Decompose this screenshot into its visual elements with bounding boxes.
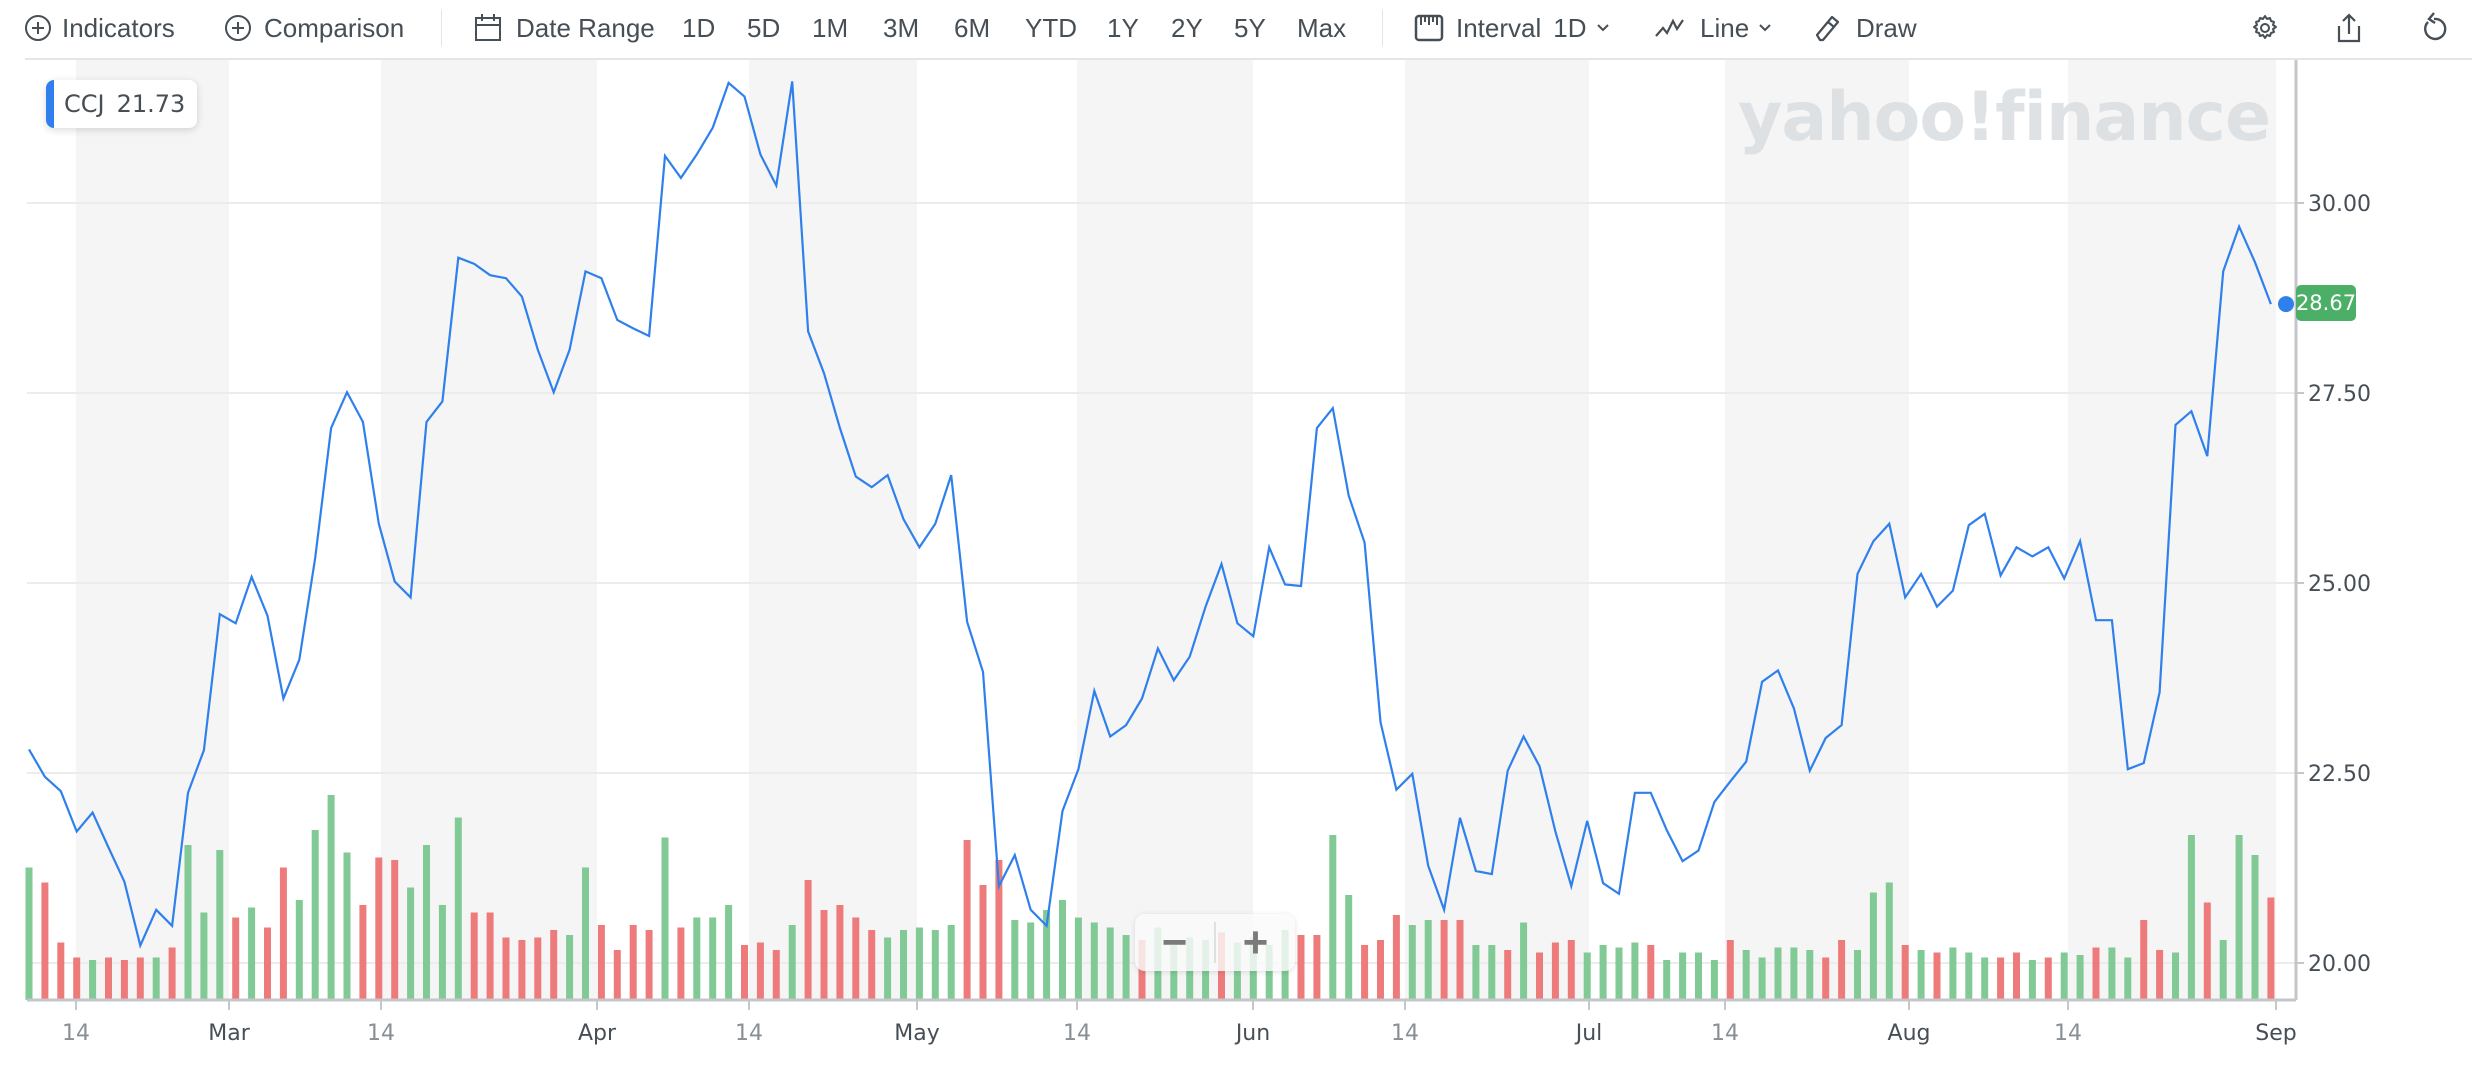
- indicators-button[interactable]: Indicators: [24, 0, 175, 56]
- svg-text:14: 14: [367, 1021, 395, 1046]
- range-5y[interactable]: 5Y: [1234, 12, 1266, 43]
- gear-icon: [2253, 15, 2277, 39]
- interval-label: Interval: [1456, 12, 1542, 43]
- zoom-out-button[interactable]: −: [1161, 917, 1188, 967]
- range-6m[interactable]: 6M: [954, 12, 991, 43]
- pencil-icon: [1815, 15, 1840, 42]
- comparison-label: Comparison: [264, 12, 405, 43]
- price-line: [28, 81, 2272, 949]
- range-5d[interactable]: 5D: [747, 12, 781, 43]
- share-button[interactable]: [2336, 0, 2362, 56]
- yahoo-finance-watermark: yahoo!finance: [1738, 78, 2271, 157]
- range-1m[interactable]: 1M: [812, 12, 849, 43]
- svg-text:14: 14: [1063, 1021, 1091, 1046]
- plus-circle-icon: [25, 15, 51, 41]
- chart-type-label: Line: [1700, 12, 1750, 43]
- svg-text:14: 14: [1711, 1021, 1739, 1046]
- last-price-dot: [2278, 296, 2294, 313]
- range-3m[interactable]: 3M: [883, 12, 920, 43]
- svg-text:Jun: Jun: [1234, 1021, 1270, 1046]
- series-legend[interactable]: CCJ 21.73: [46, 80, 198, 128]
- settings-button[interactable]: [2250, 0, 2280, 56]
- legend-color-swatch: [46, 80, 54, 128]
- indicators-label: Indicators: [62, 12, 175, 43]
- svg-text:27.50: 27.50: [2308, 382, 2371, 407]
- reset-button[interactable]: [2420, 0, 2448, 56]
- svg-text:Jul: Jul: [1574, 1021, 1603, 1046]
- draw-button[interactable]: Draw: [1814, 0, 1917, 56]
- zoom-in-button[interactable]: +: [1242, 917, 1269, 967]
- date-range-button[interactable]: Date Range: [474, 0, 655, 56]
- range-1y[interactable]: 1Y: [1107, 12, 1139, 43]
- calendar-icon: [475, 14, 501, 41]
- reset-icon: [2424, 12, 2447, 41]
- svg-text:Apr: Apr: [578, 1021, 617, 1046]
- svg-text:Mar: Mar: [208, 1021, 250, 1046]
- y-axis-labels: 30.00 27.50 25.00 22.50 20.00: [2296, 192, 2371, 977]
- svg-text:22.50: 22.50: [2308, 762, 2371, 787]
- chevron-down-icon: [1596, 24, 1609, 32]
- legend-value: 21.73: [116, 90, 186, 118]
- interval-button[interactable]: Interval 1D: [1414, 0, 1611, 56]
- svg-text:Sep: Sep: [2255, 1021, 2296, 1046]
- date-range-label: Date Range: [516, 12, 655, 43]
- chart-toolbar: Indicators Comparison Date Range 1D 5D 1…: [0, 0, 2472, 56]
- week-bands: [76, 60, 2276, 1000]
- axes: [27, 60, 2298, 1002]
- svg-text:30.00: 30.00: [2308, 192, 2371, 217]
- svg-text:14: 14: [2054, 1021, 2082, 1046]
- draw-label: Draw: [1856, 12, 1917, 43]
- x-axis-labels: 14 Mar 14 Apr 14 May 14 Jun 14 Jul 14 Aug 14 Sep: [62, 1000, 2297, 1046]
- comparison-button[interactable]: Comparison: [224, 0, 404, 56]
- svg-text:Aug: Aug: [1888, 1021, 1931, 1046]
- chevron-down-icon: [1759, 24, 1771, 32]
- zoom-controls: − +: [1135, 914, 1295, 971]
- interval-icon: [1414, 14, 1444, 42]
- toolbar-border: [25, 58, 2472, 60]
- svg-text:May: May: [894, 1021, 939, 1046]
- chart-type-button[interactable]: Line: [1654, 0, 1773, 56]
- svg-text:14: 14: [1391, 1021, 1419, 1046]
- zoom-divider: [1214, 922, 1216, 963]
- range-1d[interactable]: 1D: [682, 12, 716, 43]
- volume-bars: [25, 795, 2275, 1000]
- svg-text:25.00: 25.00: [2308, 572, 2371, 597]
- share-icon: [2337, 13, 2361, 43]
- plus-circle-icon: [225, 15, 251, 41]
- current-price-tag: 28.67: [2296, 285, 2356, 321]
- svg-text:14: 14: [62, 1021, 90, 1046]
- svg-text:20.00: 20.00: [2308, 952, 2371, 977]
- range-max[interactable]: Max: [1297, 12, 1347, 43]
- range-ytd[interactable]: YTD: [1025, 12, 1077, 43]
- range-2y[interactable]: 2Y: [1171, 12, 1203, 43]
- svg-text:14: 14: [735, 1021, 763, 1046]
- line-chart-icon: [1655, 18, 1684, 37]
- toolbar-divider: [441, 10, 442, 46]
- toolbar-divider: [1382, 10, 1383, 46]
- legend-symbol: CCJ: [64, 90, 105, 118]
- interval-value: 1D: [1553, 12, 1587, 43]
